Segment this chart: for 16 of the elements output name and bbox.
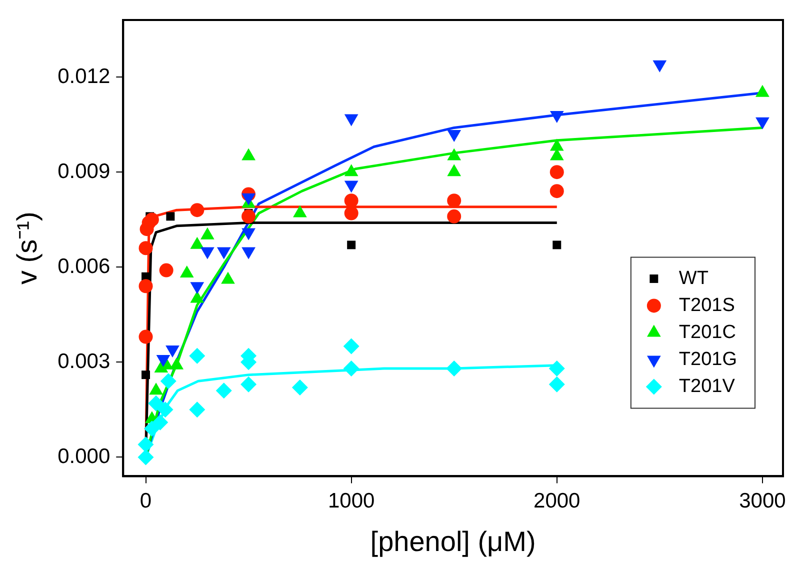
legend-label: WT bbox=[678, 268, 709, 289]
y-tick-label: 0.012 bbox=[58, 64, 110, 88]
legend-label: T201S bbox=[678, 294, 735, 316]
x-axis-title: [phenol] (μM) bbox=[370, 526, 536, 557]
y-axis-title: v (s⁻¹) bbox=[12, 212, 43, 284]
y-tick-label: 0.009 bbox=[58, 160, 110, 183]
x-tick-label: 0 bbox=[140, 490, 152, 513]
x-tick-label: 3000 bbox=[739, 490, 786, 513]
y-tick-label: 0.000 bbox=[58, 444, 110, 468]
legend-label: T201C bbox=[678, 322, 736, 343]
legend-label: T201V bbox=[678, 376, 736, 397]
x-tick-label: 2000 bbox=[534, 490, 580, 513]
y-tick-label: 0.003 bbox=[58, 350, 110, 373]
x-tick-label: 1000 bbox=[328, 490, 375, 513]
legend-label: T201G bbox=[678, 348, 738, 370]
y-tick-label: 0.006 bbox=[58, 254, 110, 278]
